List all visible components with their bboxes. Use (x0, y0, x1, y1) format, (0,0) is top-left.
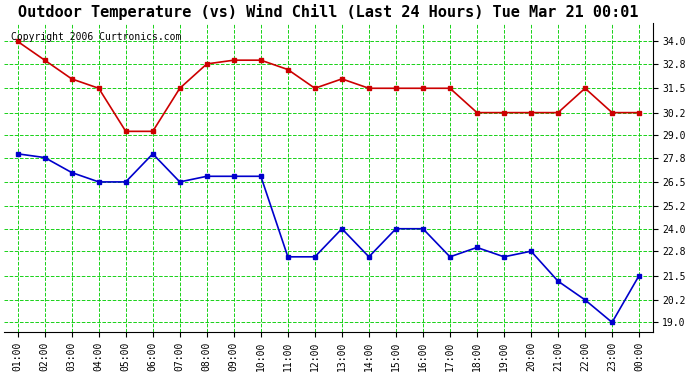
Text: Copyright 2006 Curtronics.com: Copyright 2006 Curtronics.com (10, 32, 181, 42)
Title: Outdoor Temperature (vs) Wind Chill (Last 24 Hours) Tue Mar 21 00:01: Outdoor Temperature (vs) Wind Chill (Las… (18, 4, 639, 20)
